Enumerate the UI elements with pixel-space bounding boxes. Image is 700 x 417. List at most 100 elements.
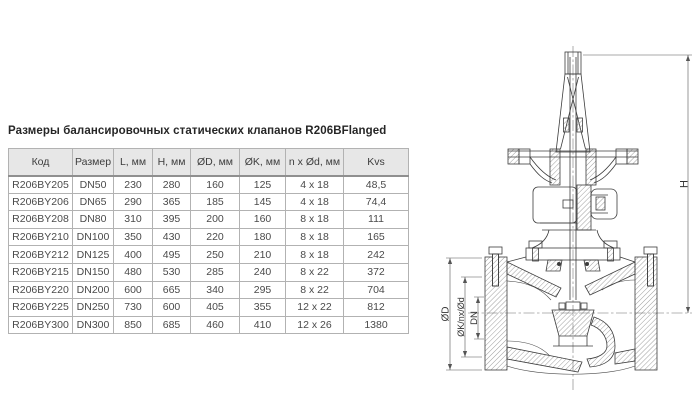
- dimension-h: H: [583, 54, 692, 313]
- table-cell: 600: [113, 280, 153, 300]
- table-cell: DN65: [72, 192, 114, 212]
- column-header: Kvs: [343, 148, 409, 177]
- table-cell: R206BY300: [8, 315, 73, 335]
- table-cell: 8 x 18: [285, 245, 344, 264]
- valve-dimensions-table: Код Размер L, мм H, мм ØD, мм ØK, мм n x Ød, м…: [8, 148, 409, 335]
- table-row: R206BY210 DN100 350 430 220 180 8 x 18 165: [8, 227, 409, 247]
- table-cell: 210: [239, 245, 286, 264]
- table-cell: 365: [152, 192, 191, 212]
- table-cell: 372: [343, 262, 409, 282]
- table-cell: 160: [239, 210, 286, 229]
- table-cell: 185: [190, 192, 240, 212]
- table-cell: 1380: [343, 315, 409, 335]
- measuring-port: [590, 188, 618, 220]
- table-cell: 495: [152, 245, 191, 264]
- table-cell: 200: [190, 210, 240, 229]
- valve-handle: [555, 51, 591, 300]
- table-cell: 400: [113, 245, 153, 264]
- table-cell: R206BY206: [8, 192, 73, 212]
- column-header: ØK, мм: [239, 148, 286, 177]
- table-header: Код Размер L, мм H, мм ØD, мм ØK, мм n x Ød, м…: [8, 148, 409, 177]
- table-cell: 685: [152, 315, 191, 335]
- table-cell: 48,5: [343, 175, 409, 194]
- table-row: R206BY215 DN150 480 530 285 240 8 x 22 372: [8, 262, 409, 282]
- dimension-od: ØD: [441, 257, 482, 371]
- table-cell: 8 x 22: [285, 262, 344, 282]
- table-header-row: Код Размер L, мм H, мм ØD, мм ØK, мм n x Ød, м…: [8, 148, 409, 177]
- dim-label-od: ØD: [441, 307, 452, 322]
- table-cell: DN50: [72, 175, 114, 194]
- table-body: R206BY205 DN50 230 280 160 125 4 x 18 48,5 R206B…: [8, 175, 409, 335]
- valve-bonnet: [525, 184, 621, 272]
- table-cell: 230: [113, 175, 153, 194]
- table-cell: 8 x 18: [285, 227, 344, 247]
- table-cell: R206BY212: [8, 245, 73, 264]
- table-cell: 160: [190, 175, 240, 194]
- table-cell: 145: [239, 192, 286, 212]
- table-row: R206BY212 DN125 400 495 250 210 8 x 18 242: [8, 245, 409, 264]
- valve-technical-drawing: H ØD ØK/nx/Ød DN: [441, 46, 692, 392]
- table-cell: 280: [152, 175, 191, 194]
- stem-seal: [557, 262, 561, 266]
- table-cell: 340: [190, 280, 240, 300]
- table-cell: R206BY225: [8, 298, 73, 317]
- table-cell: 410: [239, 315, 286, 335]
- table-cell: 665: [152, 280, 191, 300]
- table-cell: 180: [239, 227, 286, 247]
- dim-label-ok: ØK/nx/Ød: [456, 297, 466, 337]
- table-cell: DN80: [72, 210, 114, 229]
- table-cell: 250: [190, 245, 240, 264]
- column-header: L, мм: [113, 148, 153, 177]
- table-row: R206BY205 DN50 230 280 160 125 4 x 18 48,5: [8, 175, 409, 194]
- table-cell: 430: [152, 227, 191, 247]
- table-cell: 704: [343, 280, 409, 300]
- table-cell: 285: [190, 262, 240, 282]
- table-cell: 8 x 22: [285, 280, 344, 300]
- dim-label-h: H: [679, 180, 691, 188]
- table-cell: 460: [190, 315, 240, 335]
- valve-body: [484, 246, 658, 375]
- table-cell: 74,4: [343, 192, 409, 212]
- table-cell: 290: [113, 192, 153, 212]
- table-cell: 125: [239, 175, 286, 194]
- table-cell: 4 x 18: [285, 192, 344, 212]
- column-header: H, мм: [152, 148, 191, 177]
- table-cell: 242: [343, 245, 409, 264]
- table-row: R206BY300 DN300 850 685 460 410 12 x 26 1380: [8, 315, 409, 335]
- table-cell: R206BY208: [8, 210, 73, 229]
- table-cell: 111: [343, 210, 409, 229]
- table-cell: 12 x 22: [285, 298, 344, 317]
- dim-label-dn: DN: [469, 311, 480, 325]
- column-header: Код: [8, 148, 73, 177]
- table-row: R206BY208 DN80 310 395 200 160 8 x 18 111: [8, 210, 409, 229]
- table-cell: 850: [113, 315, 153, 335]
- table-cell: 240: [239, 262, 286, 282]
- table-cell: 530: [152, 262, 191, 282]
- table-row: R206BY225 DN250 730 600 405 355 12 x 22 812: [8, 298, 409, 317]
- table-cell: 350: [113, 227, 153, 247]
- table-cell: 12 x 26: [285, 315, 344, 335]
- table-cell: 8 x 18: [285, 210, 344, 229]
- table-row: R206BY206 DN65 290 365 185 145 4 x 18 74,4: [8, 192, 409, 212]
- valve-plug: [551, 309, 595, 337]
- title-text: Размеры балансировочных статических клап…: [8, 125, 342, 137]
- table-cell: DN125: [72, 245, 114, 264]
- table-cell: DN100: [72, 227, 114, 247]
- stem-seal: [585, 262, 589, 266]
- table-cell: 730: [113, 298, 153, 317]
- column-header: Размер: [72, 148, 114, 177]
- column-header: n x Ød, мм: [285, 148, 344, 177]
- table-cell: 4 x 18: [285, 175, 344, 194]
- table-cell: R206BY215: [8, 262, 73, 282]
- table-cell: DN300: [72, 315, 114, 335]
- dimension-ok: ØK/nx/Ød: [456, 276, 482, 358]
- table-cell: 480: [113, 262, 153, 282]
- table-cell: 220: [190, 227, 240, 247]
- title-suffix: Flanged: [341, 125, 387, 137]
- table-cell: 310: [113, 210, 153, 229]
- table-cell: DN150: [72, 262, 114, 282]
- bonnet-flange: [525, 247, 621, 261]
- dimension-dn: DN: [469, 296, 484, 340]
- table-cell: R206BY205: [8, 175, 73, 194]
